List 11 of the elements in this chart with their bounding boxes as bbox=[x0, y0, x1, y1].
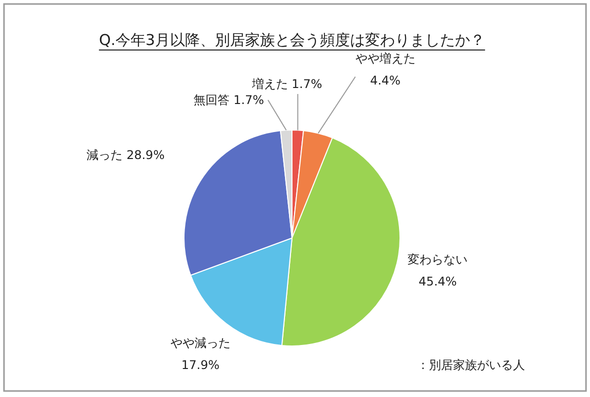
text: ：別居家族がいる人 bbox=[417, 358, 525, 372]
data-label: 45.4% bbox=[418, 274, 457, 288]
slice-label: 増えた 1.7% bbox=[250, 77, 322, 91]
slice-label: 無回答 1.7% bbox=[194, 93, 264, 107]
data-label: 17.9% bbox=[181, 358, 220, 372]
slice-label: やや増えた bbox=[355, 52, 416, 66]
data-label: 4.4% bbox=[370, 74, 401, 88]
slice-label: 減った 28.9% bbox=[86, 148, 165, 162]
slice-label: やや減った bbox=[170, 336, 230, 350]
slice-label: 変わらない bbox=[408, 252, 468, 266]
chart-title: Q.今年3月以降、別居家族と会う頻度は変わりましたか？ bbox=[98, 31, 486, 49]
